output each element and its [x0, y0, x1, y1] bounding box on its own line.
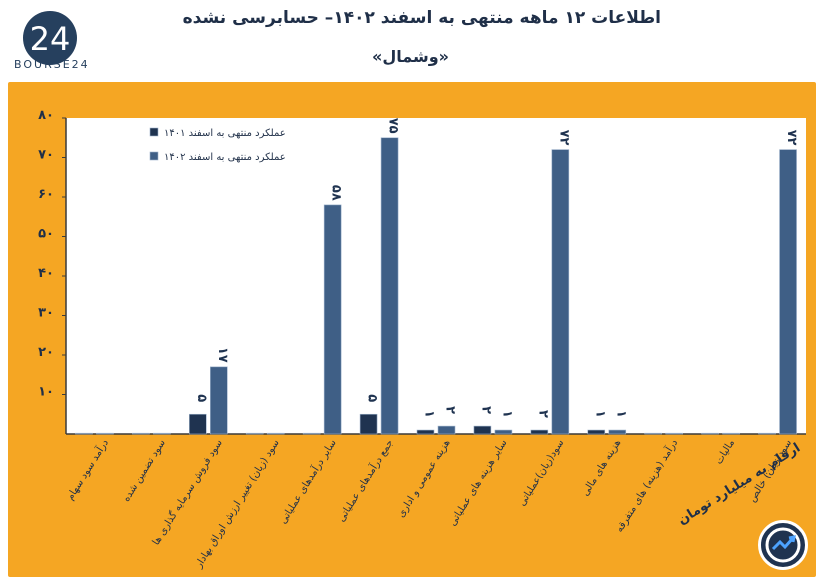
- category-label: مالیات: [714, 438, 738, 467]
- bar-1402: [608, 429, 627, 435]
- bar-1402: [437, 425, 456, 435]
- category-label: سود(زیان)عملیاتی: [517, 438, 567, 508]
- header: 24 BOURSE24 اطلاعات ۱۲ ماهه منتهی به اسف…: [0, 0, 821, 80]
- data-label: ۱۷: [215, 347, 230, 363]
- data-label: ۱: [592, 410, 607, 418]
- legend-swatch-1401: [149, 127, 159, 137]
- data-label: ۱: [422, 410, 437, 418]
- bar-1401: [189, 413, 207, 435]
- data-label: ۷۵: [386, 118, 401, 134]
- data-label: ۷۲: [784, 130, 799, 146]
- bar-1402: [665, 432, 683, 435]
- y-tick-label: ۲۰: [38, 345, 54, 360]
- bar-1401: [132, 432, 150, 435]
- bar-1402: [210, 366, 228, 435]
- data-label: ۵: [365, 394, 380, 402]
- y-tick-label: ۴۰: [38, 266, 54, 281]
- bar-1401: [416, 429, 435, 435]
- category-label: سود تضمین شده: [121, 438, 168, 504]
- bar-1402: [153, 432, 171, 435]
- bar-1401: [701, 432, 719, 435]
- data-label: ۵: [194, 394, 209, 402]
- bar-1402: [722, 432, 740, 435]
- page-title: اطلاعات ۱۲ ماهه منتهی به اسفند ۱۴۰۲– حسا…: [182, 8, 661, 28]
- legend-label-1401: عملکرد منتهی به اسفند ۱۴۰۱: [164, 128, 286, 139]
- trend-arrow-icon: [758, 520, 808, 570]
- y-tick-label: ۳۰: [38, 306, 54, 321]
- bar-1401: [302, 432, 321, 435]
- bourse24-logo: 24: [23, 11, 77, 65]
- data-label: ۵۸: [329, 185, 344, 201]
- bar-1402: [380, 137, 399, 435]
- y-tick-label: ۱۰: [38, 385, 54, 400]
- data-label: ۷۲: [556, 130, 571, 146]
- y-tick-label: ۵۰: [38, 227, 54, 242]
- legend-swatch-1402: [149, 151, 159, 161]
- plot-area: [66, 118, 806, 434]
- legend-label-1402: عملکرد منتهی به اسفند ۱۴۰۲: [164, 152, 286, 163]
- bar-1401: [359, 413, 378, 435]
- bar-1401: [530, 429, 549, 435]
- category-label: درآمد سود سهام: [63, 437, 111, 503]
- logo-text: BOURSE24: [14, 58, 90, 71]
- category-label: سایر هزینه های عملیاتی: [447, 438, 509, 528]
- bar-1401: [758, 432, 776, 435]
- bar-1401: [587, 429, 606, 435]
- category-label: جمع درآمدهای عملیاتی: [334, 437, 395, 524]
- bar-1401: [75, 432, 93, 435]
- bar-1401: [245, 432, 264, 435]
- bar-1402: [779, 149, 797, 435]
- bar-1402: [323, 204, 342, 435]
- page-subtitle: «وشمال»: [372, 47, 449, 66]
- data-label: ۲: [478, 406, 493, 414]
- bar-1401: [473, 425, 492, 435]
- bar-1402: [494, 429, 513, 435]
- category-label: هزینه های مالی: [580, 438, 623, 498]
- y-tick-label: ۸۰: [38, 108, 54, 123]
- data-label: ۱: [613, 410, 628, 418]
- bar-1401: [644, 432, 662, 435]
- data-label: ۲: [443, 406, 458, 414]
- y-tick-label: ۶۰: [38, 187, 54, 202]
- bar-1402: [266, 432, 285, 435]
- bar-1402: [96, 432, 114, 435]
- data-label: ۲: [535, 410, 550, 418]
- category-label: هزینه عمومی و اداری: [396, 438, 453, 520]
- data-label: ۱: [499, 410, 514, 418]
- y-tick-label: ۷۰: [38, 148, 54, 163]
- svg-text:24: 24: [30, 20, 71, 58]
- category-label: سایر درآمدهای عملیاتی: [276, 437, 339, 526]
- bar-1402: [551, 149, 570, 435]
